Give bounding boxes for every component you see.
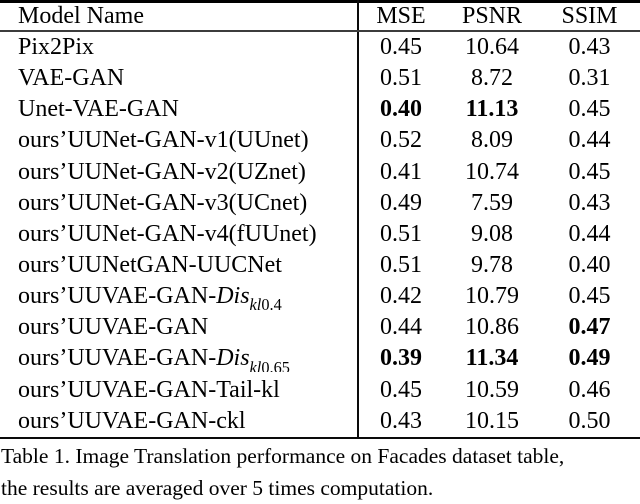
table-row: Unet-VAE-GAN 0.40 11.13 0.45 (0, 94, 640, 125)
mse-cell: 0.49 (380, 189, 422, 216)
header-separator-rule (0, 30, 640, 32)
table-body: Pix2Pix 0.45 10.64 0.43 VAE-GAN 0.51 8.72 0.31 U… (0, 32, 640, 437)
column-divider-rule (357, 0, 359, 439)
psnr-cell: 10.15 (465, 407, 519, 434)
table-header-row: Model Name MSE PSNR SSIM (0, 3, 640, 30)
psnr-cell: 11.34 (465, 345, 519, 372)
model-name-cell: ours’UUNet-GAN-v2(UZnet) (18, 158, 306, 185)
mse-cell: 0.52 (380, 127, 422, 154)
table-row: ours’UUNet-GAN-v2(UZnet) 0.41 10.74 0.45 (0, 157, 640, 188)
ssim-cell: 0.40 (568, 252, 611, 279)
table-row: ours’UUVAE-GAN-Tail-kl 0.45 10.59 0.46 (0, 375, 640, 406)
table-row: ours’UUVAE-GAN 0.44 10.86 0.47 (0, 312, 640, 343)
mse-cell: 0.44 (380, 314, 422, 341)
mse-cell: 0.51 (380, 252, 422, 279)
psnr-cell: 10.74 (465, 158, 519, 185)
psnr-cell: 10.86 (465, 314, 519, 341)
mse-cell: 0.51 (380, 220, 422, 247)
model-name-cell: ours’UUNetGAN-UUCNet (18, 252, 282, 279)
table-caption: Table 1. Image Translation performance o… (1, 440, 640, 504)
model-name-cell: ours’UUVAE-GAN (18, 314, 209, 341)
ssim-cell: 0.31 (568, 65, 611, 92)
table-row: VAE-GAN 0.51 8.72 0.31 (0, 63, 640, 94)
mse-cell: 0.43 (380, 407, 422, 434)
psnr-cell: 10.59 (465, 376, 519, 403)
header-ssim: SSIM (561, 3, 618, 29)
mse-cell: 0.51 (380, 65, 422, 92)
table-row: ours’UUNet-GAN-v3(UCnet) 0.49 7.59 0.43 (0, 188, 640, 219)
ssim-cell: 0.44 (568, 220, 611, 247)
psnr-cell: 8.72 (471, 65, 513, 92)
header-model-name: Model Name (18, 3, 144, 29)
psnr-cell: 8.09 (471, 127, 513, 154)
ssim-cell: 0.47 (568, 314, 611, 341)
ssim-cell: 0.50 (568, 407, 611, 434)
header-mse: MSE (376, 3, 426, 29)
psnr-cell: 9.78 (471, 252, 513, 279)
mse-cell: 0.41 (380, 158, 422, 185)
table-row: ours’UUNet-GAN-v1(UUnet) 0.52 8.09 0.44 (0, 125, 640, 156)
psnr-cell: 10.64 (465, 34, 519, 61)
mse-cell: 0.40 (380, 96, 422, 123)
mse-cell: 0.45 (380, 34, 422, 61)
header-psnr: PSNR (461, 3, 523, 29)
results-table: Model Name MSE PSNR SSIM Pix2Pix 0.45 10.6… (0, 0, 640, 439)
model-name-cell: ours’UUVAE-GAN-Diskl0.65 (18, 345, 290, 373)
table-row: ours’UUNetGAN-UUCNet 0.51 9.78 0.40 (0, 250, 640, 281)
caption-line-2: the results are averaged over 5 times co… (1, 476, 434, 500)
table-top-rule (0, 0, 640, 3)
table-bottom-rule (0, 437, 640, 439)
model-name-cell: Unet-VAE-GAN (18, 96, 179, 123)
ssim-cell: 0.45 (568, 158, 611, 185)
model-name-cell: ours’UUNet-GAN-v4(fUUnet) (18, 220, 317, 247)
psnr-cell: 9.08 (471, 220, 513, 247)
ssim-cell: 0.44 (568, 127, 611, 154)
ssim-cell: 0.43 (568, 34, 611, 61)
caption-line-1: Table 1. Image Translation performance o… (1, 444, 565, 468)
ssim-cell: 0.46 (568, 376, 611, 403)
table-row: ours’UUVAE-GAN-ckl 0.43 10.15 0.50 (0, 406, 640, 437)
mse-cell: 0.39 (380, 345, 422, 372)
ssim-cell: 0.43 (568, 189, 611, 216)
model-name-cell: ours’UUVAE-GAN-Diskl0.4 (18, 283, 282, 311)
psnr-cell: 11.13 (465, 96, 519, 123)
ssim-cell: 0.45 (568, 283, 611, 310)
mse-cell: 0.45 (380, 376, 422, 403)
table-row: ours’UUNet-GAN-v4(fUUnet) 0.51 9.08 0.44 (0, 219, 640, 250)
table-row: Pix2Pix 0.45 10.64 0.43 (0, 32, 640, 63)
model-name-cell: Pix2Pix (18, 34, 95, 61)
model-name-cell: ours’UUNet-GAN-v1(UUnet) (18, 127, 309, 154)
psnr-cell: 10.79 (465, 283, 519, 310)
table-row: ours’UUVAE-GAN-Diskl0.4 0.42 10.79 0.45 (0, 281, 640, 312)
model-name-cell: ours’UUNet-GAN-v3(UCnet) (18, 189, 308, 216)
psnr-cell: 7.59 (471, 189, 513, 216)
mse-cell: 0.42 (380, 283, 422, 310)
ssim-cell: 0.49 (568, 345, 611, 372)
model-name-cell: ours’UUVAE-GAN-Tail-kl (18, 376, 280, 403)
model-name-cell: VAE-GAN (18, 65, 125, 92)
ssim-cell: 0.45 (568, 96, 611, 123)
model-name-cell: ours’UUVAE-GAN-ckl (18, 407, 246, 434)
table-row: ours’UUVAE-GAN-Diskl0.65 0.39 11.34 0.49 (0, 343, 640, 374)
